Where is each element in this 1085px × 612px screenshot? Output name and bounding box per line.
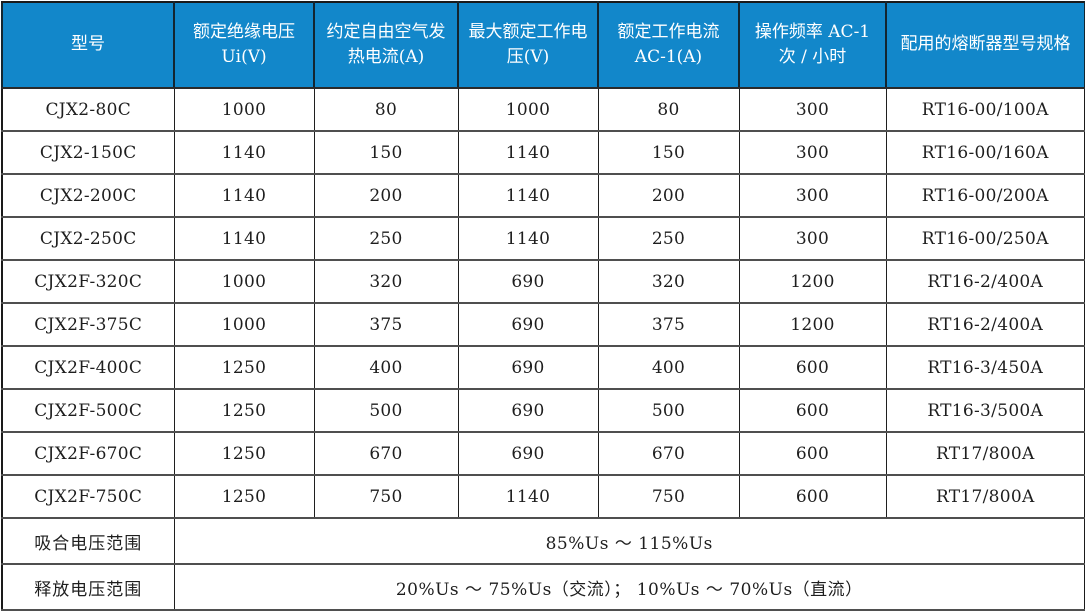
value-cell: 1000: [457, 87, 599, 132]
value-cell: 1000: [173, 87, 315, 132]
value-cell: 320: [597, 259, 740, 304]
pickup-voltage-row: 吸合电压范围 85%Us ～ 115%Us: [1, 517, 1085, 565]
header-thermal-current: 约定自由空气发热电流(A): [313, 1, 459, 89]
value-cell: 200: [597, 173, 740, 218]
value-cell: RT17/800A: [885, 431, 1085, 476]
value-cell: 1140: [457, 474, 599, 519]
value-cell: RT16-00/100A: [885, 87, 1085, 132]
value-cell: RT16-3/450A: [885, 345, 1085, 390]
value-cell: 200: [313, 173, 459, 218]
value-cell: 1140: [173, 173, 315, 218]
value-cell: 300: [738, 87, 887, 132]
header-row: 型号 额定绝缘电压 Ui(V) 约定自由空气发热电流(A) 最大额定工作电压(V…: [1, 1, 1085, 89]
header-working-current: 额定工作电流 AC-1(A): [597, 1, 740, 89]
value-cell: 1140: [457, 173, 599, 218]
value-cell: 670: [597, 431, 740, 476]
value-cell: 250: [313, 216, 459, 261]
model-cell: CJX2F-750C: [1, 474, 175, 519]
value-cell: 1000: [173, 259, 315, 304]
table-row: CJX2F-750C 1250 750 1140 750 600 RT17/800A: [1, 474, 1085, 519]
model-cell: CJX2-80C: [1, 87, 175, 132]
model-cell: CJX2-200C: [1, 173, 175, 218]
value-cell: 1140: [173, 130, 315, 175]
value-cell: RT16-00/200A: [885, 173, 1085, 218]
table-row: CJX2-80C 1000 80 1000 80 300 RT16-00/100A: [1, 87, 1085, 132]
model-cell: CJX2-150C: [1, 130, 175, 175]
value-cell: 1200: [738, 259, 887, 304]
value-cell: 500: [597, 388, 740, 433]
table-row: CJX2-200C 1140 200 1140 200 300 RT16-00/200A: [1, 173, 1085, 218]
value-cell: 250: [597, 216, 740, 261]
value-cell: 690: [457, 302, 599, 347]
release-voltage-label: 释放电压范围: [1, 563, 175, 611]
value-cell: 80: [313, 87, 459, 132]
header-operating-frequency: 操作频率 AC-1 次 / 小时: [738, 1, 887, 89]
model-cell: CJX2-250C: [1, 216, 175, 261]
table-footer: 吸合电压范围 85%Us ～ 115%Us 释放电压范围 20%Us ～ 75%…: [1, 517, 1085, 611]
model-cell: CJX2F-500C: [1, 388, 175, 433]
model-cell: CJX2F-670C: [1, 431, 175, 476]
value-cell: 750: [597, 474, 740, 519]
value-cell: 1250: [173, 345, 315, 390]
value-cell: 400: [313, 345, 459, 390]
table-row: CJX2-250C 1140 250 1140 250 300 RT16-00/250A: [1, 216, 1085, 261]
value-cell: 690: [457, 259, 599, 304]
value-cell: 600: [738, 345, 887, 390]
table-row: CJX2F-400C 1250 400 690 400 600 RT16-3/450A: [1, 345, 1085, 390]
table-header: 型号 额定绝缘电压 Ui(V) 约定自由空气发热电流(A) 最大额定工作电压(V…: [1, 1, 1085, 89]
model-cell: CJX2F-320C: [1, 259, 175, 304]
pickup-voltage-label: 吸合电压范围: [1, 517, 175, 565]
value-cell: 150: [597, 130, 740, 175]
value-cell: 80: [597, 87, 740, 132]
pickup-voltage-value: 85%Us ～ 115%Us: [173, 517, 1085, 565]
table-row: CJX2F-500C 1250 500 690 500 600 RT16-3/500A: [1, 388, 1085, 433]
value-cell: 1140: [173, 216, 315, 261]
table-row: CJX2F-375C 1000 375 690 375 1200 RT16-2/400A: [1, 302, 1085, 347]
value-cell: 1140: [457, 130, 599, 175]
header-fuse-spec: 配用的熔断器型号规格: [885, 1, 1085, 89]
value-cell: RT16-2/400A: [885, 259, 1085, 304]
value-cell: RT16-3/500A: [885, 388, 1085, 433]
value-cell: 600: [738, 431, 887, 476]
table-row: CJX2-150C 1140 150 1140 150 300 RT16-00/160A: [1, 130, 1085, 175]
header-insulation-voltage: 额定绝缘电压 Ui(V): [173, 1, 315, 89]
value-cell: 1140: [457, 216, 599, 261]
header-model: 型号: [1, 1, 175, 89]
value-cell: 1250: [173, 388, 315, 433]
value-cell: 375: [597, 302, 740, 347]
model-cell: CJX2F-400C: [1, 345, 175, 390]
table-row: CJX2F-670C 1250 670 690 670 600 RT17/800A: [1, 431, 1085, 476]
header-max-working-voltage: 最大额定工作电压(V): [457, 1, 599, 89]
value-cell: 600: [738, 474, 887, 519]
release-voltage-value: 20%Us ～ 75%Us（交流）； 10%Us ～ 70%Us（直流）: [173, 563, 1085, 611]
value-cell: 600: [738, 388, 887, 433]
value-cell: 1000: [173, 302, 315, 347]
value-cell: 1250: [173, 474, 315, 519]
value-cell: 750: [313, 474, 459, 519]
value-cell: 320: [313, 259, 459, 304]
value-cell: 150: [313, 130, 459, 175]
value-cell: 375: [313, 302, 459, 347]
value-cell: RT16-2/400A: [885, 302, 1085, 347]
value-cell: 300: [738, 130, 887, 175]
value-cell: 690: [457, 431, 599, 476]
value-cell: 1200: [738, 302, 887, 347]
table-body: CJX2-80C 1000 80 1000 80 300 RT16-00/100A CJX2-…: [1, 87, 1085, 519]
value-cell: 300: [738, 216, 887, 261]
value-cell: 300: [738, 173, 887, 218]
table-row: CJX2F-320C 1000 320 690 320 1200 RT16-2/400A: [1, 259, 1085, 304]
value-cell: 1250: [173, 431, 315, 476]
value-cell: 400: [597, 345, 740, 390]
value-cell: RT16-00/160A: [885, 130, 1085, 175]
model-cell: CJX2F-375C: [1, 302, 175, 347]
value-cell: 690: [457, 345, 599, 390]
value-cell: RT17/800A: [885, 474, 1085, 519]
value-cell: RT16-00/250A: [885, 216, 1085, 261]
value-cell: 690: [457, 388, 599, 433]
release-voltage-row: 释放电压范围 20%Us ～ 75%Us（交流）； 10%Us ～ 70%Us（…: [1, 563, 1085, 611]
value-cell: 670: [313, 431, 459, 476]
value-cell: 500: [313, 388, 459, 433]
